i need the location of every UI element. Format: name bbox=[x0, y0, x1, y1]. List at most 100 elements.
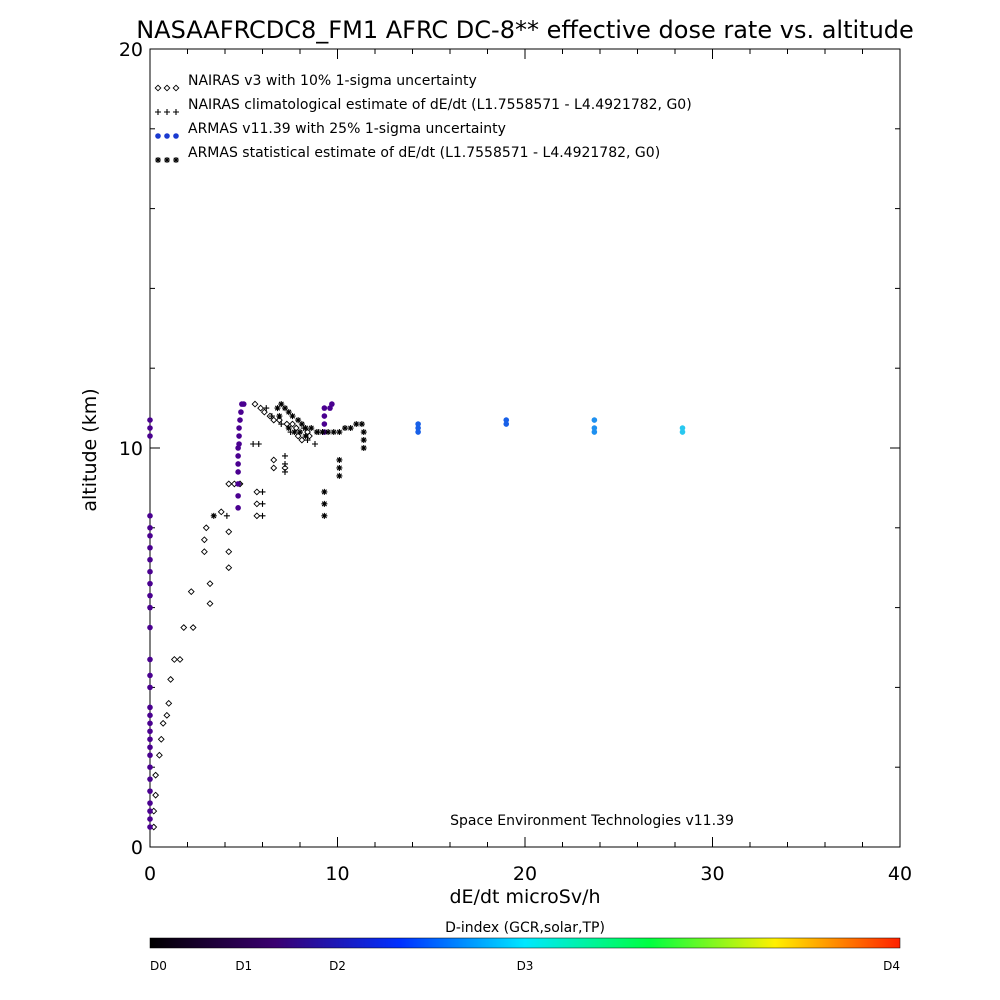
legend-label: NAIRAS v3 with 10% 1-sigma uncertainty bbox=[188, 73, 477, 89]
data-points bbox=[147, 400, 686, 831]
circle-point bbox=[147, 525, 153, 531]
diamond-point bbox=[176, 656, 184, 663]
diamond-point bbox=[180, 624, 188, 631]
plus-point bbox=[312, 441, 318, 448]
asterisk-point bbox=[295, 417, 302, 424]
plus-point bbox=[259, 488, 266, 495]
series-circle-2 bbox=[147, 401, 335, 830]
diamond-point bbox=[253, 488, 261, 496]
circle-point bbox=[235, 469, 241, 475]
diamond-point bbox=[157, 735, 165, 743]
circle-point bbox=[147, 544, 153, 551]
y-tick-label: 0 bbox=[131, 837, 143, 859]
circle-point bbox=[321, 421, 328, 427]
diamond-point bbox=[251, 400, 259, 408]
asterisk-point bbox=[289, 413, 296, 420]
x-tick-label: 20 bbox=[513, 863, 537, 885]
legend-symbol-icon bbox=[155, 157, 161, 163]
plus-point bbox=[223, 512, 230, 519]
circle-point bbox=[147, 425, 153, 431]
legend-label: ARMAS v11.39 with 25% 1-sigma uncertaint… bbox=[188, 121, 506, 137]
legend-symbol-icon bbox=[172, 84, 180, 92]
asterisk-point bbox=[313, 429, 320, 436]
circle-point bbox=[503, 421, 510, 427]
legend-label: NAIRAS climatological estimate of dE/dt … bbox=[188, 97, 692, 113]
asterisk-point bbox=[336, 456, 343, 463]
y-axis-label: altitude (km) bbox=[79, 388, 101, 511]
circle-point bbox=[147, 728, 153, 735]
asterisk-point bbox=[325, 429, 332, 436]
legend-symbol-icon bbox=[155, 133, 161, 139]
chart-title: NASAAFRCDC8_FM1 AFRC DC-8** effective do… bbox=[136, 16, 914, 44]
legend-item: NAIRAS climatological estimate of dE/dt … bbox=[155, 97, 692, 115]
asterisk-point bbox=[358, 421, 365, 428]
circle-point bbox=[235, 481, 241, 487]
diamond-point bbox=[289, 420, 296, 428]
asterisk-point bbox=[302, 425, 309, 432]
diamond-point bbox=[225, 528, 233, 536]
circle-point bbox=[591, 429, 598, 435]
circle-point bbox=[147, 604, 153, 611]
legend-symbol-icon bbox=[155, 109, 161, 115]
asterisk-point bbox=[319, 429, 326, 436]
plot-frame bbox=[149, 48, 901, 848]
circle-point bbox=[147, 788, 153, 794]
diamond-point bbox=[270, 456, 278, 464]
diamond-point bbox=[225, 480, 233, 488]
diamond-point bbox=[253, 512, 261, 520]
asterisk-point bbox=[302, 433, 309, 440]
legend-symbol-icon bbox=[173, 133, 179, 139]
colorbar bbox=[149, 937, 901, 949]
circle-point bbox=[147, 800, 153, 806]
credit-annotation: Space Environment Technologies v11.39 bbox=[450, 813, 734, 829]
asterisk-point bbox=[285, 425, 292, 432]
legend-item: ARMAS v11.39 with 25% 1-sigma uncertaint… bbox=[155, 121, 506, 139]
colorbar-labels: D0 D1 D2 D3 D4 bbox=[150, 959, 900, 973]
asterisk-point bbox=[353, 421, 360, 428]
diamond-point bbox=[260, 408, 268, 416]
diamond-point bbox=[206, 580, 214, 588]
circle-point bbox=[147, 744, 153, 751]
plus-point bbox=[250, 441, 257, 448]
diamond-point bbox=[170, 656, 178, 663]
asterisk-point bbox=[360, 445, 367, 451]
colorbar-label: D0 bbox=[150, 959, 167, 973]
asterisk-point bbox=[298, 421, 305, 428]
series-circle-3 bbox=[415, 417, 510, 435]
circle-point bbox=[236, 433, 242, 439]
asterisk-point bbox=[291, 429, 298, 436]
plus-point bbox=[278, 421, 285, 428]
circle-point bbox=[591, 417, 598, 423]
circle-point bbox=[240, 401, 247, 407]
circle-point bbox=[147, 672, 153, 679]
diamond-point bbox=[163, 711, 171, 719]
asterisk-point bbox=[297, 429, 303, 436]
circle-point bbox=[236, 441, 242, 447]
axis-tick-labels: 0 10 20 30 40 0 10 20 bbox=[119, 39, 912, 885]
circle-point bbox=[236, 425, 242, 431]
asterisk-point bbox=[336, 429, 343, 436]
asterisk-point bbox=[321, 512, 328, 519]
circle-point bbox=[321, 405, 328, 411]
circle-point bbox=[237, 417, 243, 423]
asterisk-point bbox=[282, 405, 288, 412]
legend-symbol-icon bbox=[164, 133, 170, 139]
legend-symbol-icon bbox=[154, 84, 162, 92]
asterisk-point bbox=[321, 488, 328, 495]
diamond-point bbox=[305, 432, 313, 440]
circle-point bbox=[147, 704, 153, 711]
asterisk-point bbox=[347, 425, 354, 432]
circle-point bbox=[147, 764, 153, 770]
circle-point bbox=[147, 808, 153, 814]
asterisk-point bbox=[285, 409, 292, 416]
diamond-point bbox=[225, 564, 233, 572]
x-tick-label: 0 bbox=[144, 863, 156, 885]
circle-point bbox=[147, 417, 153, 423]
circle-point bbox=[147, 736, 153, 743]
diamond-point bbox=[200, 548, 208, 556]
diamond-point bbox=[270, 464, 278, 472]
y-tick-label: 10 bbox=[119, 438, 143, 460]
legend-label: ARMAS statistical estimate of dE/dt (L1.… bbox=[188, 145, 660, 161]
circle-point bbox=[147, 513, 153, 519]
